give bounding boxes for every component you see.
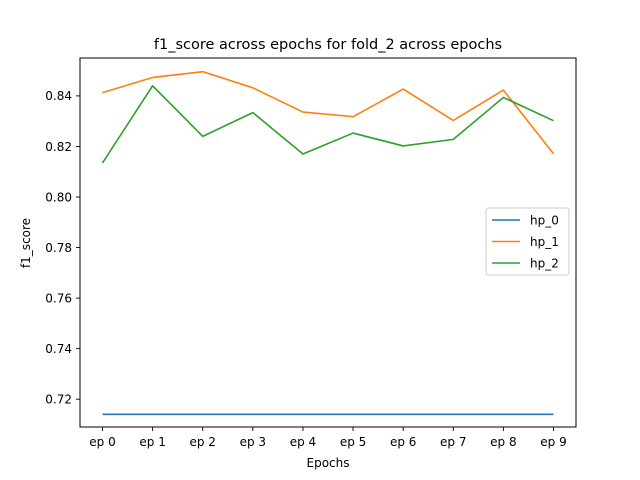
y-tick-label: 0.76 bbox=[45, 291, 72, 305]
x-tick-label: ep 1 bbox=[139, 435, 165, 449]
x-tick-label: ep 4 bbox=[290, 435, 316, 449]
legend: hp_0 hp_1 hp_2 bbox=[485, 207, 570, 276]
y-axis: 0.72 0.74 0.76 0.78 0.80 0.82 0.84 bbox=[45, 89, 80, 406]
y-tick-label: 0.74 bbox=[45, 342, 72, 356]
x-tick-label: ep 5 bbox=[340, 435, 366, 449]
x-tick-label: ep 9 bbox=[540, 435, 566, 449]
y-tick-label: 0.72 bbox=[45, 392, 72, 406]
x-axis: ep 0 ep 1 ep 2 ep 3 ep 4 ep 5 ep 6 ep 7 ep 8 ep 9 bbox=[89, 427, 567, 449]
chart-title: f1_score across epochs for fold_2 across… bbox=[154, 37, 502, 53]
legend-label: hp_2 bbox=[530, 256, 559, 270]
legend-label: hp_1 bbox=[530, 235, 559, 249]
y-tick-label: 0.78 bbox=[45, 241, 72, 255]
x-axis-label: Epochs bbox=[307, 456, 350, 470]
x-tick-label: ep 6 bbox=[390, 435, 416, 449]
y-tick-label: 0.84 bbox=[45, 89, 72, 103]
y-axis-label: f1_score bbox=[19, 218, 33, 268]
x-tick-label: ep 8 bbox=[490, 435, 516, 449]
legend-box bbox=[485, 207, 570, 276]
x-tick-label: ep 2 bbox=[189, 435, 215, 449]
y-tick-label: 0.82 bbox=[45, 140, 72, 154]
series-line-hp_2 bbox=[101, 85, 554, 164]
y-tick-label: 0.80 bbox=[45, 190, 72, 204]
legend-label: hp_0 bbox=[530, 213, 559, 227]
series-line-hp_1 bbox=[102, 70, 555, 155]
series-group bbox=[101, 70, 555, 416]
x-tick-label: ep 7 bbox=[440, 435, 466, 449]
x-tick-label: ep 0 bbox=[89, 435, 115, 449]
x-tick-label: ep 3 bbox=[240, 435, 266, 449]
